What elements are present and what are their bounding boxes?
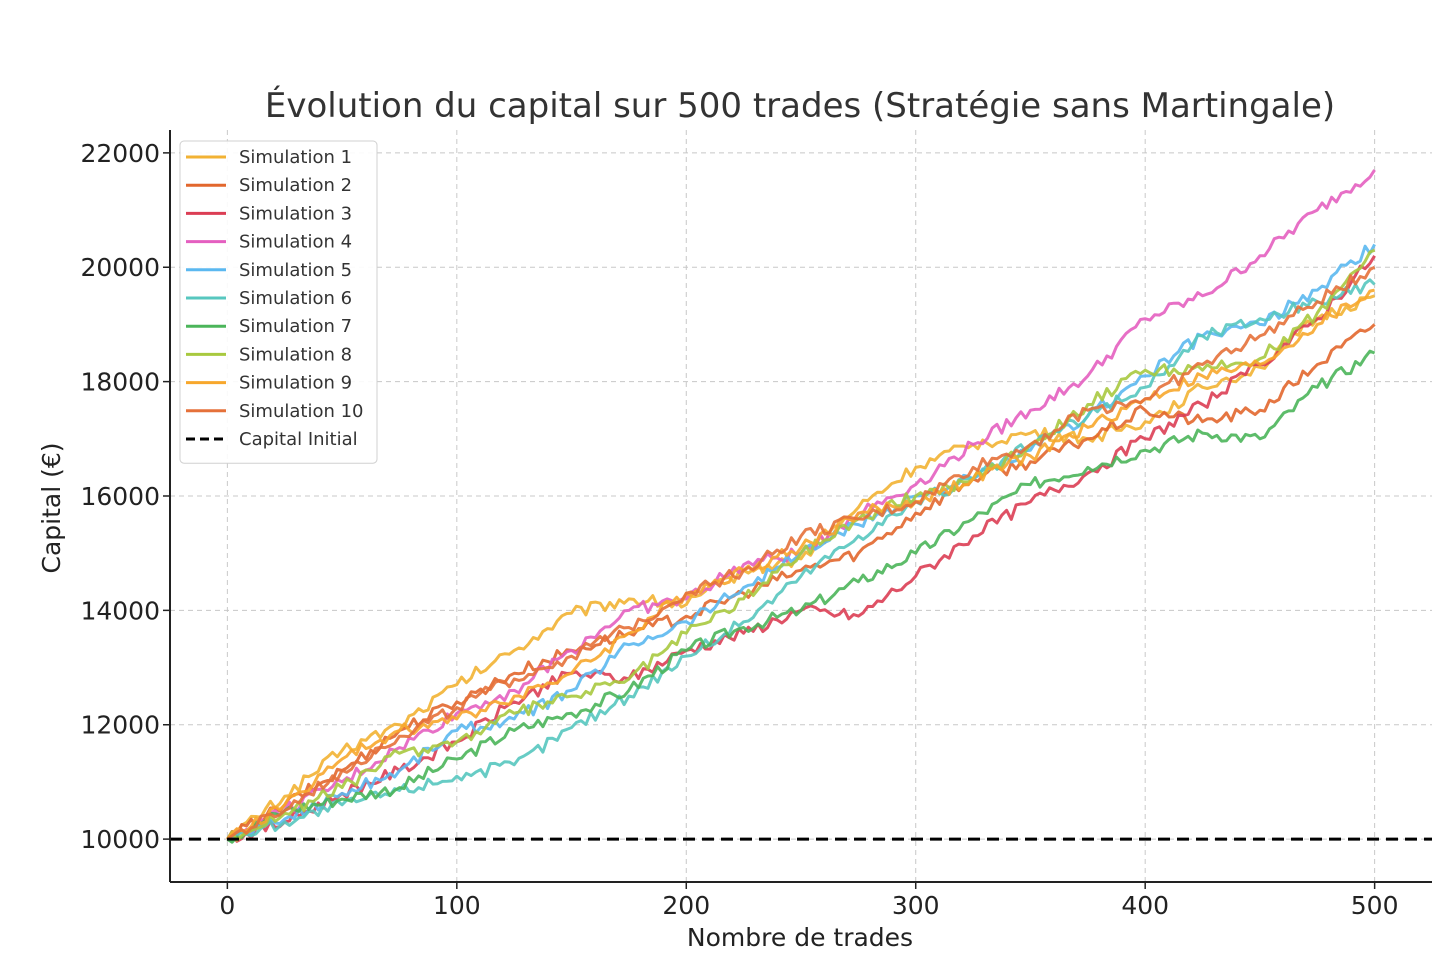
x-tick-label: 300	[892, 891, 940, 920]
y-ticks: 10000 12000 14000 16000 18000 20000 22000	[80, 139, 170, 854]
series-line-7	[226, 349, 1376, 844]
series-layer	[170, 169, 1432, 844]
series-line-10	[226, 265, 1376, 841]
x-tick-label: 400	[1121, 891, 1169, 920]
x-axis-label: Nombre de trades	[687, 923, 913, 952]
legend-label: Simulation 8	[239, 344, 352, 365]
series-line-9	[226, 288, 1375, 841]
legend-label: Simulation 1	[239, 147, 352, 168]
series-line-5	[227, 243, 1376, 841]
x-tick-label: 500	[1351, 891, 1399, 920]
y-tick-label: 20000	[80, 253, 160, 282]
y-tick-label: 22000	[80, 139, 160, 168]
axes	[169, 130, 1432, 883]
legend-box	[179, 140, 378, 464]
legend-label: Simulation 5	[239, 260, 352, 281]
legend-label: Simulation 10	[239, 401, 364, 422]
y-tick-label: 12000	[80, 711, 160, 740]
chart-title: Évolution du capital sur 500 trades (Str…	[265, 85, 1335, 126]
legend-label: Simulation 7	[239, 316, 352, 337]
legend: Simulation 1 Simulation 2 Simulation 3 Simu…	[179, 140, 378, 464]
legend-label: Simulation 6	[239, 288, 352, 309]
legend-label: Simulation 2	[239, 175, 352, 196]
legend-label: Simulation 4	[239, 232, 352, 253]
y-tick-label: 10000	[80, 825, 160, 854]
y-tick-label: 18000	[80, 368, 160, 397]
legend-label: Simulation 9	[239, 373, 352, 394]
x-tick-label: 200	[662, 891, 710, 920]
series-line-2	[226, 323, 1376, 840]
y-tick-label: 14000	[80, 596, 160, 625]
y-tick-label: 16000	[80, 482, 160, 511]
x-tick-label: 0	[219, 891, 235, 920]
y-axis-label: Capital (€)	[37, 442, 66, 573]
series-line-1	[226, 294, 1376, 843]
legend-label: Capital Initial	[239, 429, 358, 450]
series-line-6	[226, 278, 1376, 843]
legend-label: Simulation 3	[239, 203, 352, 224]
x-tick-label: 100	[433, 891, 481, 920]
x-ticks: 0 100 200 300 400 500	[219, 882, 1398, 920]
